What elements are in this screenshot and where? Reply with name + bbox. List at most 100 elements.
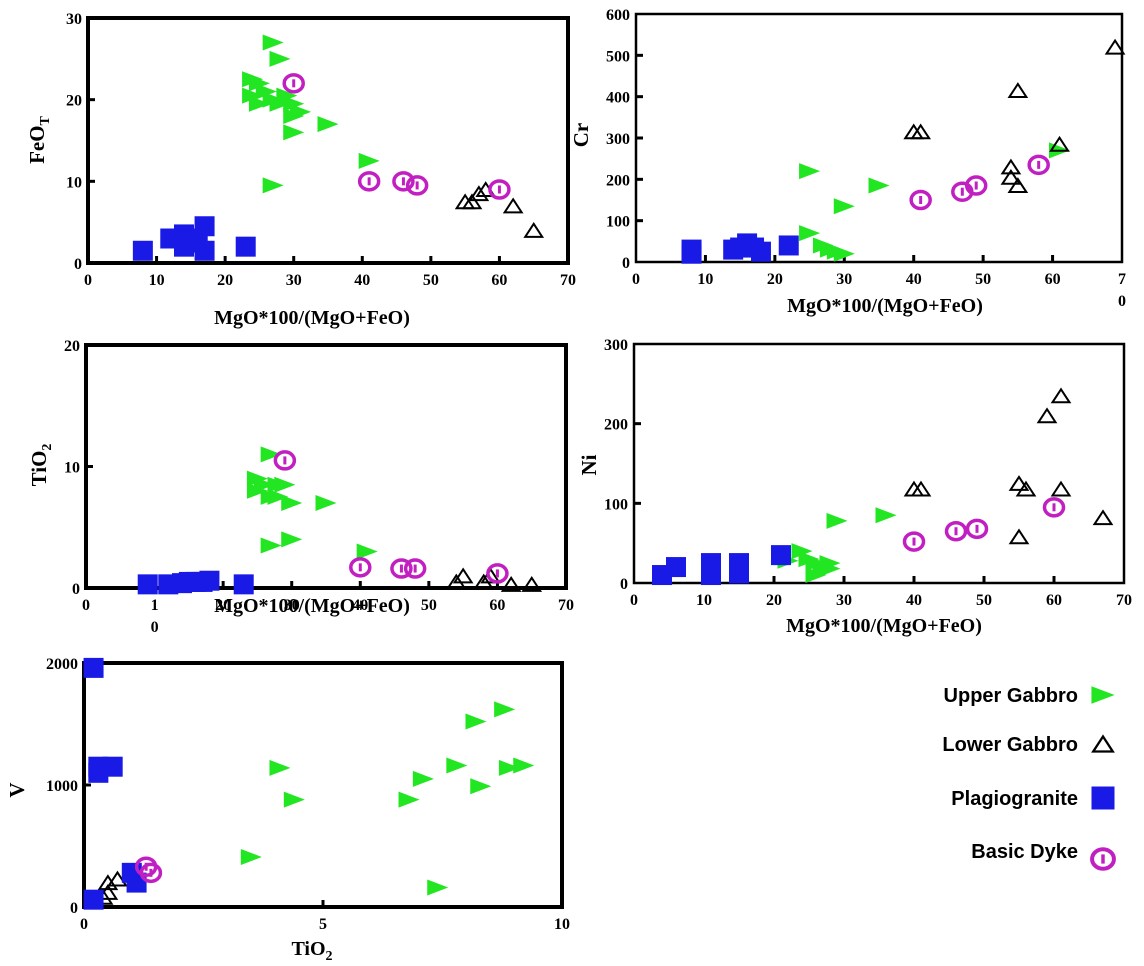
series-dyke <box>909 154 1050 211</box>
point-dyke-bar <box>367 177 371 186</box>
point-upper <box>446 757 468 774</box>
plot-frame <box>84 343 568 590</box>
point-dyke-bar <box>954 527 958 536</box>
series-lower <box>445 567 543 592</box>
series-plag <box>681 233 799 264</box>
point-upper <box>269 759 291 776</box>
x-tick-label-line: 20 <box>217 272 233 289</box>
point-lower <box>1007 177 1029 194</box>
triangle-up-open-icon <box>1091 734 1115 753</box>
point-upper <box>470 778 492 795</box>
y-tick-label: 30 <box>66 11 82 28</box>
y-tick-label: 200 <box>604 417 628 434</box>
series-plag <box>132 216 256 261</box>
point-plag <box>681 243 702 264</box>
point-upper <box>791 543 813 560</box>
x-tick-label-line: 30 <box>836 592 852 609</box>
point-lower <box>1008 528 1030 545</box>
x-tick-label-line: 10 <box>149 272 165 289</box>
series-dyke <box>134 856 163 884</box>
y-tick-label: 0 <box>620 576 628 593</box>
point-lower <box>910 123 932 140</box>
x-tick-label-line: 40 <box>354 272 370 289</box>
point-dyke <box>964 175 988 196</box>
point-upper <box>281 531 303 548</box>
x-tick-label: 0 <box>630 592 638 609</box>
y-axis-label-subscript: 2 <box>40 444 55 451</box>
point-upper <box>260 537 282 554</box>
point-upper <box>833 198 855 215</box>
x-tick-label: 20 <box>217 272 233 289</box>
x-tick-label-line: 0 <box>151 619 159 636</box>
point-upper <box>494 701 516 718</box>
point-dyke-bar <box>1037 160 1041 169</box>
point-upper <box>262 34 284 51</box>
point-plag <box>137 574 158 595</box>
point-lower <box>1092 509 1114 526</box>
series-upper <box>242 34 380 194</box>
point-dyke-bar <box>974 181 978 190</box>
point-upper <box>274 476 296 493</box>
y-tick-label: 300 <box>604 337 628 354</box>
point-lower <box>461 193 483 210</box>
point-dyke-bar <box>292 79 296 88</box>
x-tick-label-line: 10 <box>696 592 712 609</box>
y-tick-label: 0 <box>72 581 80 598</box>
point-lower <box>1008 475 1030 491</box>
x-tick-label: 0 <box>84 272 92 289</box>
triangle-right-filled-icon <box>1091 686 1115 704</box>
x-tick-label: 20 <box>215 597 231 614</box>
point-upper <box>799 163 821 180</box>
legend-label-upper: Upper Gabbro <box>944 685 1078 707</box>
point-upper <box>283 791 305 808</box>
x-tick-label-line: 70 <box>560 272 576 289</box>
y-tick-label: 100 <box>606 214 630 231</box>
point-upper <box>283 124 305 141</box>
series-upper <box>240 701 535 896</box>
point-lower <box>1036 407 1058 424</box>
point-upper <box>281 494 303 511</box>
series-lower <box>903 38 1126 194</box>
point-dyke <box>357 171 381 192</box>
point-lower <box>1015 480 1037 497</box>
point-dyke <box>139 862 163 884</box>
legend-label-dyke: Basic Dyke <box>971 841 1078 863</box>
point-dyke <box>273 450 297 471</box>
point-plag <box>235 236 256 257</box>
x-tick-label-line: 20 <box>215 597 231 614</box>
x-axis-label: MgO*100/(MgO+FeO) <box>786 615 982 637</box>
point-dyke-bar <box>1052 503 1056 512</box>
y-axis-label-subscript: T <box>38 115 53 125</box>
chart-tio2: 0 1 020 30 40 50 60 7001020MgO*100/(MgO+FeO)TiO… <box>27 338 574 636</box>
y-tick-label: 0 <box>622 255 630 272</box>
x-tick-label: 70 <box>1116 592 1132 609</box>
point-dyke <box>488 179 511 200</box>
point-dyke-bar <box>149 868 153 877</box>
point-dyke <box>486 563 509 584</box>
point-plag <box>701 565 721 586</box>
point-upper <box>805 567 827 584</box>
x-tick-label-line: 0 <box>1118 293 1126 310</box>
point-plag <box>778 235 799 256</box>
point-dyke-bar <box>975 524 979 533</box>
point-upper <box>290 103 312 120</box>
x-tick-label-line: 50 <box>976 592 992 609</box>
point-lower <box>1000 168 1022 185</box>
x-tick-label: 50 <box>421 597 437 614</box>
x-tick-label: 10 <box>554 916 570 933</box>
x-tick-label: 60 <box>1046 592 1062 609</box>
point-upper <box>240 848 262 865</box>
point-lower <box>480 567 501 584</box>
series-lower <box>903 387 1114 545</box>
x-tick-label-line: 0 <box>632 271 640 288</box>
point-upper <box>283 95 305 112</box>
x-tick-label-line: 60 <box>1046 592 1062 609</box>
y-tick-label: 0 <box>74 256 82 273</box>
x-tick-label: 40 <box>352 597 368 614</box>
x-tick-label: 60 <box>489 597 505 614</box>
y-tick-label: 20 <box>66 93 82 110</box>
x-tick-label: 5 <box>319 916 327 933</box>
x-tick-label-line: 30 <box>284 597 300 614</box>
x-tick-label-line: 50 <box>423 272 439 289</box>
